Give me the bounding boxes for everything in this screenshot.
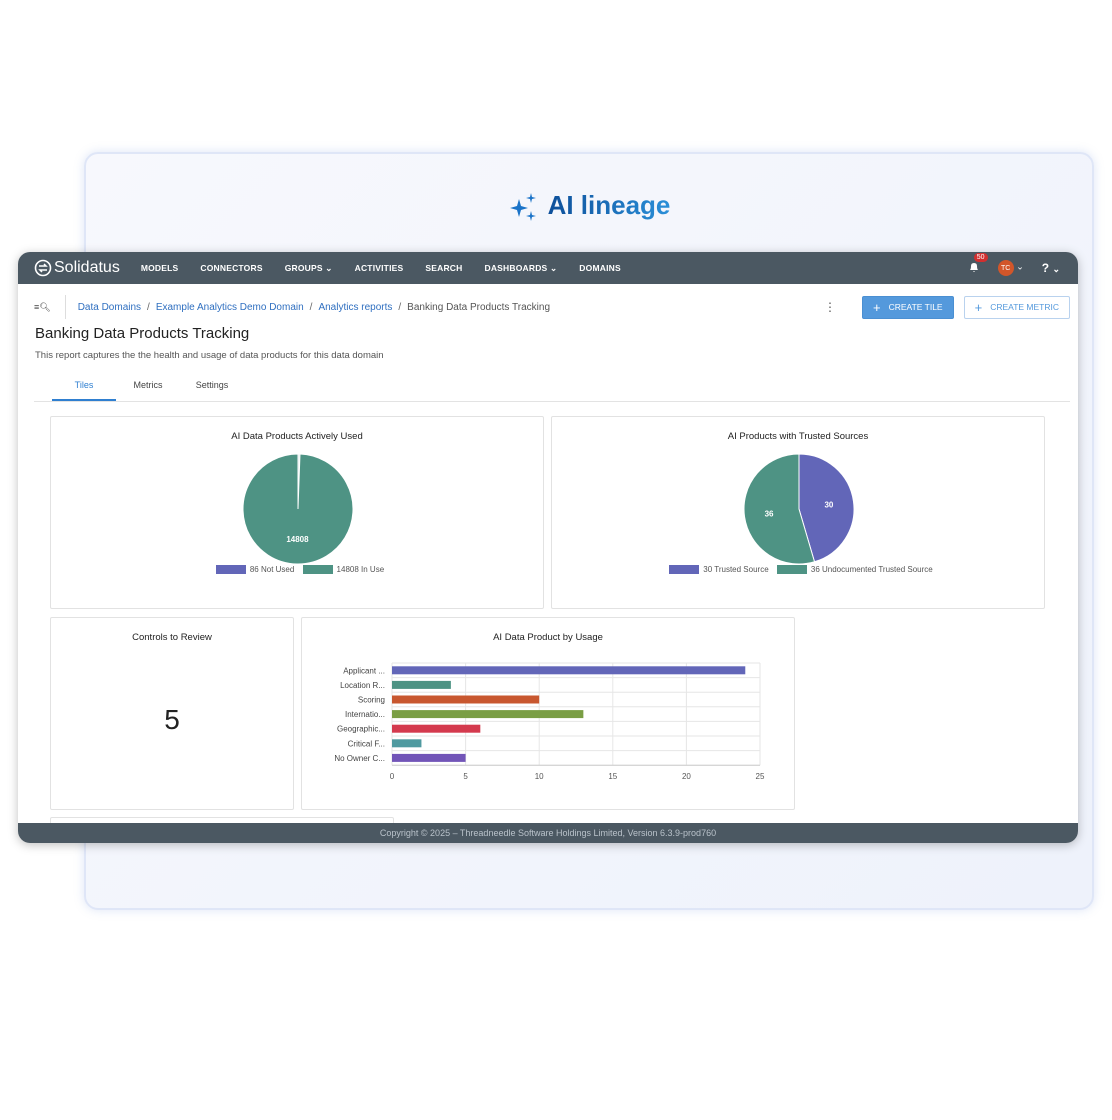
x-tick-label: 15: [608, 772, 617, 781]
hero-heading: AI lineage: [86, 190, 1092, 223]
tile-trusted-sources: AI Products with Trusted Sources 30 36 30…: [551, 416, 1045, 609]
legend-swatch: [669, 565, 700, 575]
create-tile-label: CREATE TILE: [888, 302, 943, 312]
tile-controls-to-review: Controls to Review 5: [50, 617, 294, 810]
y-tick-label: No Owner C...: [334, 754, 385, 763]
x-tick-label: 0: [390, 772, 395, 781]
bar[interactable]: [392, 680, 451, 689]
bar[interactable]: [392, 724, 481, 733]
tab-metrics[interactable]: Metrics: [133, 380, 163, 390]
notifications-button[interactable]: 50: [968, 253, 988, 275]
x-tick-label: 25: [756, 772, 765, 781]
breadcrumb-demo-domain[interactable]: Example Analytics Demo Domain: [155, 301, 304, 313]
x-tick-label: 5: [463, 772, 468, 781]
bell-icon: [969, 263, 978, 272]
bar-chart-usage: 0 5 10 15 20 25 Applicant ... Location R... Scor…: [334, 662, 765, 781]
legend-swatch: [302, 565, 333, 575]
y-tick-label: Critical F...: [348, 739, 385, 748]
nav-activities[interactable]: ACTIVITIES: [354, 263, 404, 273]
user-menu[interactable]: TC ⌄: [997, 260, 1024, 276]
chart-legend: 30 Trusted Source 36 Undocumented Truste…: [552, 565, 1044, 575]
breadcrumb-analytics-reports[interactable]: Analytics reports: [318, 301, 393, 313]
footer: Copyright © 2025 – Threadneedle Software…: [18, 823, 1078, 843]
bar[interactable]: [392, 739, 422, 748]
data-label: 36: [765, 509, 774, 518]
nav-dashboards-label: DASHBOARDS: [484, 262, 548, 273]
tab-bar: Tiles Metrics Settings: [34, 374, 1070, 402]
top-nav: Solidatus MODELS CONNECTORS GROUPS ⌄ ACT…: [18, 252, 1078, 284]
pie-slice[interactable]: [743, 453, 816, 565]
bar[interactable]: [392, 666, 746, 675]
page-description: This report captures the the health and …: [35, 350, 384, 361]
nav-groups[interactable]: GROUPS ⌄: [285, 263, 333, 274]
nav-search[interactable]: SEARCH: [425, 263, 463, 273]
legend-label: 86 Not Used: [249, 565, 295, 574]
bar[interactable]: [392, 710, 584, 719]
chevron-down-icon: ⌄: [325, 262, 333, 273]
create-metric-label: CREATE METRIC: [990, 302, 1059, 312]
pie-slice[interactable]: [242, 453, 354, 565]
legend-label: 36 Undocumented Trusted Source: [810, 565, 933, 574]
brand-logo[interactable]: Solidatus: [34, 259, 120, 277]
bar[interactable]: [392, 695, 540, 704]
bar[interactable]: [392, 753, 466, 762]
nav-models[interactable]: MODELS: [140, 263, 179, 273]
y-tick-label: Internatio...: [345, 710, 385, 719]
data-label: 14808: [286, 535, 309, 544]
help-icon: ?: [1041, 261, 1050, 275]
legend-swatch: [215, 565, 246, 575]
nav-groups-label: GROUPS: [284, 262, 323, 273]
tile-title: AI Data Products Actively Used: [231, 431, 363, 442]
tab-tiles[interactable]: Tiles: [52, 374, 116, 401]
brand-name: Solidatus: [54, 259, 120, 276]
breadcrumb-data-domains[interactable]: Data Domains: [77, 301, 142, 313]
more-options-icon[interactable]: ⋮: [824, 300, 836, 314]
avatar: TC: [997, 260, 1014, 276]
nav-connectors[interactable]: CONNECTORS: [200, 263, 263, 273]
chevron-down-icon: ⌄: [1016, 261, 1024, 272]
breadcrumb-bar: ≡🔍︎ Data Domains / Example Analytics Demo …: [34, 294, 1070, 320]
chevron-down-icon: ⌄: [549, 262, 558, 273]
help-menu[interactable]: ? ⌄: [1042, 261, 1060, 275]
plus-icon: +: [974, 299, 983, 315]
legend-swatch: [776, 565, 807, 575]
pie-chart-trusted-sources: 30 36: [743, 453, 855, 565]
divider: [64, 295, 66, 319]
nav-dashboards[interactable]: DASHBOARDS ⌄: [484, 263, 557, 274]
tile-title: Controls to Review: [132, 632, 212, 643]
nav-domains[interactable]: DOMAINS: [579, 263, 621, 273]
y-tick-label: Location R...: [340, 681, 385, 690]
hero-title: AI lineage: [547, 190, 671, 220]
legend-label: 14808 In Use: [336, 565, 385, 574]
page-title: Banking Data Products Tracking: [35, 325, 250, 342]
notification-count: 50: [973, 253, 988, 262]
legend-label: 30 Trusted Source: [703, 565, 769, 574]
create-metric-button[interactable]: + CREATE METRIC: [963, 295, 1070, 319]
x-tick-label: 10: [535, 772, 544, 781]
sparkles-icon: [509, 193, 536, 222]
chart-legend: 86 Not Used 14808 In Use: [51, 565, 543, 575]
data-label: 30: [824, 501, 833, 510]
tile-title: AI Products with Trusted Sources: [727, 431, 869, 442]
breadcrumb-current: Banking Data Products Tracking: [407, 301, 551, 313]
tile-actively-used: AI Data Products Actively Used 86 14808 8…: [50, 416, 544, 609]
tile-title: AI Data Product by Usage: [493, 632, 603, 643]
y-tick-label: Scoring: [358, 696, 385, 705]
chevron-down-icon: ⌄: [1052, 264, 1060, 274]
y-tick-label: Applicant ...: [343, 666, 385, 675]
plus-icon: +: [873, 299, 881, 315]
search-tree-icon[interactable]: ≡🔍︎: [34, 301, 51, 312]
controls-count: 5: [164, 704, 180, 735]
pie-slice[interactable]: [798, 453, 855, 563]
app-window: Solidatus MODELS CONNECTORS GROUPS ⌄ ACT…: [18, 252, 1078, 843]
breadcrumb: Data Domains / Example Analytics Demo Doma…: [77, 301, 551, 313]
logo-icon: [34, 259, 52, 277]
x-tick-label: 20: [682, 772, 691, 781]
tab-settings[interactable]: Settings: [195, 380, 229, 390]
y-tick-label: Geographic...: [337, 725, 385, 734]
tile-usage: AI Data Product by Usage 0 5 10 15 20 25 Appli…: [301, 617, 795, 810]
create-tile-button[interactable]: + CREATE TILE: [862, 295, 954, 319]
